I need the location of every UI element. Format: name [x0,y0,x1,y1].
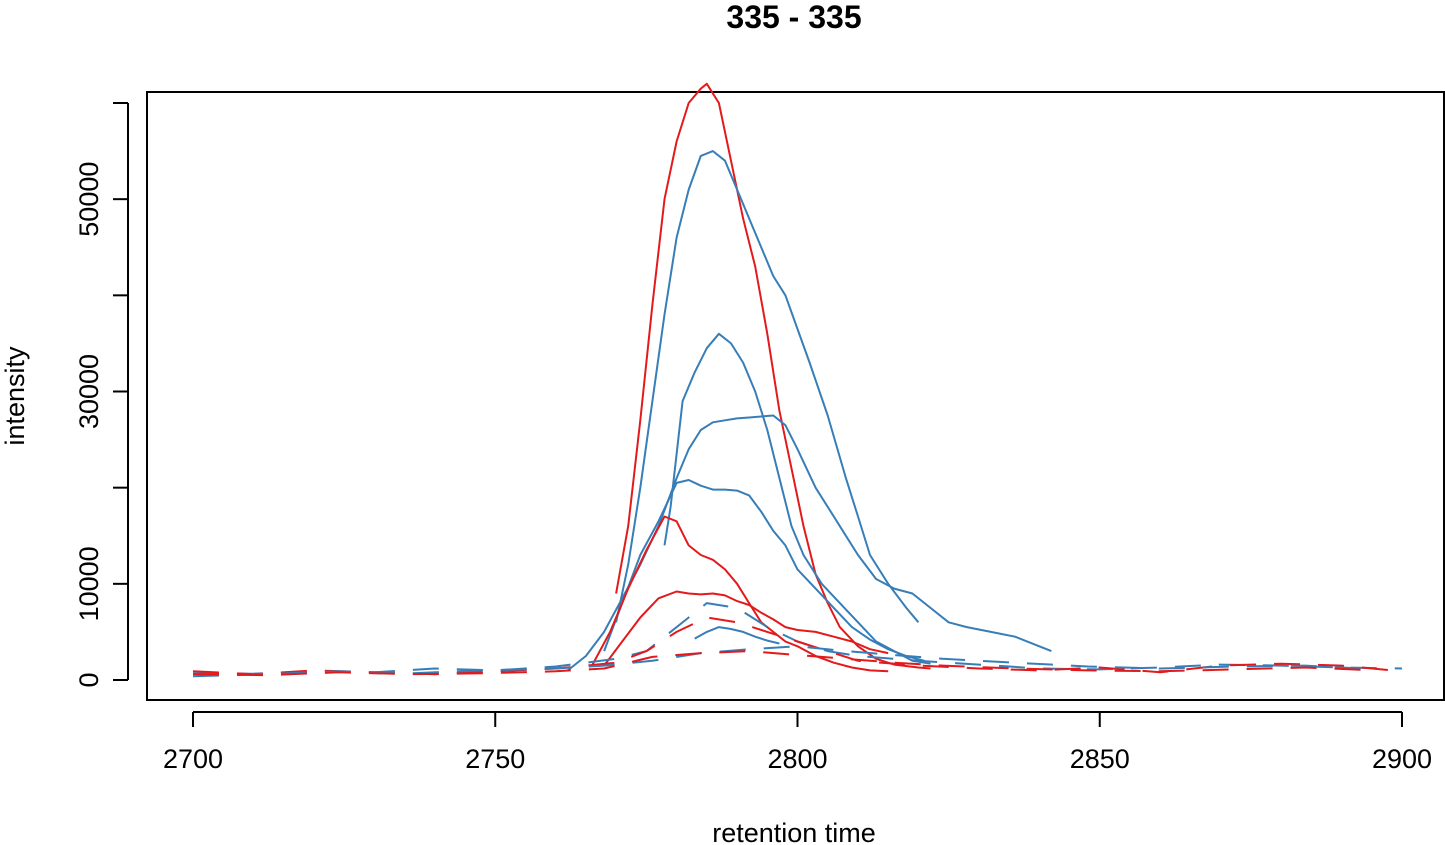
series-line-8 [694,626,780,645]
x-axis: 2700 2750 2800 2850 2900 [163,711,1432,774]
plot-frame [146,91,1445,701]
y-tick-label: 50000 [74,162,104,237]
chart-title: 335 - 335 [726,0,861,35]
y-tick-label: 0 [74,672,104,687]
series-line-7 [603,590,889,667]
series-line-5 [603,479,925,662]
x-tick-label: 2750 [465,744,525,774]
y-tick-label: 30000 [74,354,104,429]
x-tick-label: 2850 [1070,744,1130,774]
series-line-2 [615,150,920,623]
series-line-6 [591,515,889,673]
series-line-12 [192,650,1378,677]
x-tick-label: 2900 [1372,744,1432,774]
series-line-11 [192,645,1378,678]
series-layer [192,82,1403,678]
y-tick-label: 10000 [74,546,104,621]
series-line-4 [663,332,931,665]
y-axis: 0 10000 30000 50000 [74,102,129,688]
series-line-9 [192,602,1403,675]
series-line-10 [192,616,1403,676]
y-axis-label: intensity [0,346,30,446]
x-tick-label: 2800 [767,744,827,774]
x-tick-label: 2700 [163,744,223,774]
x-axis-label: retention time [712,818,876,845]
series-line-1 [615,82,931,670]
